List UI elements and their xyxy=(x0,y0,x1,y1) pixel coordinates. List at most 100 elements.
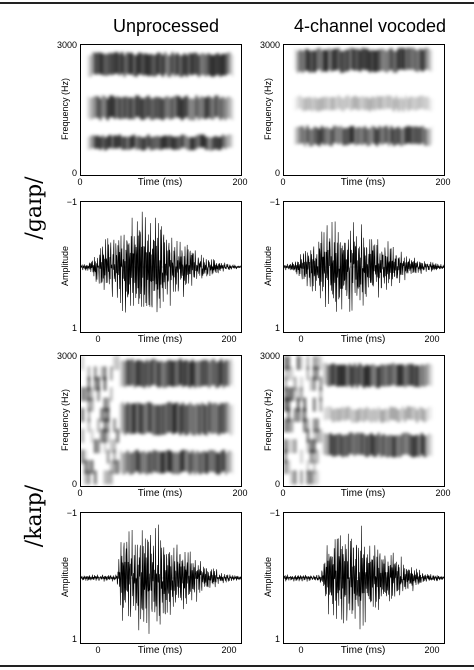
spectrogram-energy xyxy=(87,52,234,151)
energy-band xyxy=(334,364,337,386)
energy-band xyxy=(129,453,132,475)
top-border xyxy=(0,2,474,4)
energy-band xyxy=(177,402,180,433)
energy-band xyxy=(154,54,157,77)
energy-band xyxy=(123,55,126,77)
energy-band xyxy=(125,136,128,150)
energy-band xyxy=(195,135,198,149)
energy-band xyxy=(352,126,355,144)
energy-band xyxy=(167,402,170,433)
noise-patch xyxy=(296,387,300,402)
energy-band xyxy=(296,126,299,145)
energy-band xyxy=(364,48,367,71)
energy-band xyxy=(165,361,168,388)
noise-patch xyxy=(100,428,104,443)
energy-band xyxy=(430,434,433,457)
energy-band xyxy=(328,48,331,70)
noise-patch xyxy=(93,366,97,381)
energy-band xyxy=(351,409,354,423)
energy-band xyxy=(116,52,119,74)
energy-band xyxy=(420,407,423,421)
energy-band xyxy=(401,364,404,386)
x-tick-label: 0 xyxy=(280,177,286,187)
noise-patch xyxy=(290,418,294,433)
noise-patch xyxy=(312,428,316,443)
energy-band xyxy=(201,402,204,433)
energy-band xyxy=(365,407,368,420)
noise-patch xyxy=(312,356,316,370)
y-tick-label: 0 xyxy=(274,479,280,489)
energy-band xyxy=(167,450,170,472)
energy-band xyxy=(124,404,127,435)
row-label-gaip: /ɡaɪp/ xyxy=(22,176,47,240)
energy-band xyxy=(121,52,124,74)
energy-band xyxy=(106,98,109,121)
energy-band xyxy=(330,49,333,72)
energy-band xyxy=(214,136,217,149)
energy-band xyxy=(207,136,210,150)
noise-patch xyxy=(116,428,120,443)
energy-band xyxy=(424,128,427,146)
energy-band xyxy=(354,95,357,109)
energy-band xyxy=(141,451,144,474)
energy-band xyxy=(414,97,417,111)
energy-band xyxy=(195,52,198,75)
energy-band xyxy=(395,95,398,109)
noise-patch xyxy=(106,397,110,412)
energy-band xyxy=(198,452,201,475)
energy-band xyxy=(188,137,191,151)
energy-band xyxy=(335,48,338,71)
energy-band xyxy=(148,402,151,433)
energy-band xyxy=(111,136,114,149)
energy-band xyxy=(161,98,164,121)
energy-band xyxy=(323,49,326,72)
energy-band xyxy=(154,136,157,150)
energy-band xyxy=(104,137,107,151)
energy-band xyxy=(213,359,216,386)
energy-band xyxy=(174,402,177,434)
noise-patch xyxy=(287,387,291,402)
energy-band xyxy=(430,406,433,420)
energy-band xyxy=(366,48,369,71)
waveform-panel xyxy=(283,201,445,333)
energy-band xyxy=(149,98,152,120)
noise-patch xyxy=(106,428,110,443)
energy-band xyxy=(428,49,431,72)
energy-band xyxy=(217,53,220,75)
energy-band xyxy=(327,433,330,456)
energy-band xyxy=(304,128,307,147)
energy-band xyxy=(208,361,211,388)
energy-band xyxy=(196,360,199,387)
noise-patch xyxy=(93,376,97,391)
y-axis-title: Amplitude xyxy=(263,245,273,287)
x-axis-title: Time (ms) xyxy=(137,334,183,345)
x-axis-title: Time (ms) xyxy=(137,645,183,656)
noise-patch xyxy=(287,408,291,422)
energy-band xyxy=(183,134,186,148)
energy-band xyxy=(368,128,371,146)
noise-patch xyxy=(103,439,107,454)
energy-band xyxy=(426,128,429,146)
energy-band xyxy=(210,359,213,386)
energy-band xyxy=(308,50,311,73)
energy-band xyxy=(169,97,172,120)
energy-band xyxy=(129,360,132,387)
noise-patch xyxy=(87,387,91,402)
energy-band xyxy=(171,97,174,119)
energy-band xyxy=(119,450,122,472)
energy-band xyxy=(130,52,133,75)
energy-band xyxy=(193,137,196,151)
energy-band xyxy=(347,49,350,72)
energy-band xyxy=(195,95,198,118)
energy-band xyxy=(400,96,403,110)
spectrogram-plot xyxy=(87,52,234,151)
energy-band xyxy=(140,137,143,151)
energy-band xyxy=(210,450,213,472)
energy-band xyxy=(388,49,391,71)
energy-band xyxy=(306,125,309,143)
energy-band xyxy=(377,366,380,388)
energy-band xyxy=(191,450,194,472)
energy-band xyxy=(188,98,191,120)
energy-band xyxy=(416,434,419,457)
energy-band xyxy=(207,96,210,118)
